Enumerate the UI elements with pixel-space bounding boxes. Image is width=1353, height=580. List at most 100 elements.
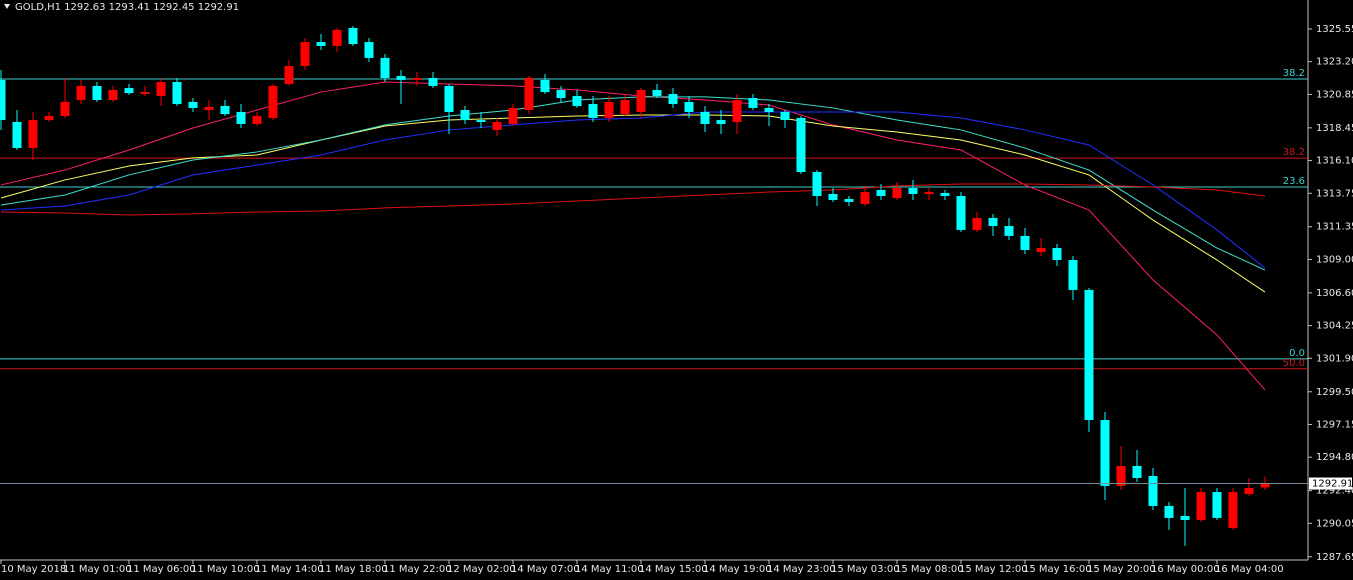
moving-average	[0, 111, 1266, 269]
candle-body	[1036, 248, 1046, 252]
y-tick-label: 1311.35	[1316, 222, 1353, 233]
candle-body	[940, 193, 950, 196]
x-tick-label: 11 May 18:00	[319, 564, 388, 575]
y-tick-label: 1297.15	[1316, 419, 1353, 430]
candle-body	[268, 85, 278, 118]
candle-body	[124, 88, 134, 94]
candle-body	[716, 120, 726, 124]
candle-body	[1004, 226, 1014, 236]
candle-body	[76, 85, 86, 100]
candle-body	[732, 99, 742, 122]
y-tick-label: 1290.05	[1316, 518, 1353, 529]
candle-body	[924, 192, 934, 195]
x-tick-label: 14 May 15:00	[639, 564, 708, 575]
candle-body	[60, 101, 70, 117]
candle-body	[252, 116, 262, 124]
level-label: 50.0	[1283, 358, 1305, 369]
x-tick-label: 10 May 2018	[1, 564, 66, 575]
candle-body	[44, 116, 54, 121]
y-tick-label: 1313.75	[1316, 188, 1353, 199]
candle-body	[140, 92, 150, 95]
candle-body	[1068, 260, 1078, 290]
candle-body	[492, 121, 502, 130]
candle-body	[444, 85, 454, 112]
x-tick-label: 15 May 12:00	[959, 564, 1028, 575]
candle-body	[1148, 476, 1158, 506]
current-price-box	[1309, 477, 1352, 490]
candle-body	[1260, 483, 1270, 488]
candle-body	[1196, 492, 1206, 521]
candle-body	[396, 76, 406, 80]
candle-body	[476, 120, 486, 122]
candle-body	[1116, 465, 1126, 486]
candle-body	[1100, 420, 1110, 486]
y-tick-label: 1299.50	[1316, 387, 1353, 398]
x-tick-label: 11 May 22:00	[383, 564, 452, 575]
candle-body	[460, 110, 470, 121]
candle-body	[300, 42, 310, 67]
candle-body	[1228, 492, 1238, 528]
y-tick-label: 1323.20	[1316, 57, 1353, 68]
candle-body	[652, 89, 662, 96]
candle-body	[508, 107, 518, 124]
candle-body	[380, 57, 390, 78]
menu-arrow[interactable]	[4, 4, 10, 9]
candle-body	[236, 111, 246, 124]
candle-body	[0, 79, 6, 121]
x-tick-label: 14 May 07:00	[511, 564, 580, 575]
candle-body	[876, 189, 886, 196]
candle-body	[540, 79, 550, 93]
candle-body	[604, 101, 614, 118]
candle-body	[1244, 487, 1254, 494]
candle-body	[796, 117, 806, 172]
y-tick-label: 1287.65	[1316, 552, 1353, 563]
y-tick-label: 1320.85	[1316, 89, 1353, 100]
level-label: 38.2	[1283, 68, 1305, 79]
candle-body	[908, 188, 918, 195]
candle-body	[572, 95, 582, 106]
candle-body	[972, 217, 982, 230]
candle-body	[524, 77, 534, 111]
candle-body	[332, 29, 342, 46]
candle-body	[1084, 289, 1094, 421]
candle-body	[28, 120, 38, 149]
candle-body	[892, 188, 902, 199]
x-tick-label: 15 May 03:00	[831, 564, 900, 575]
y-tick-label: 1309.00	[1316, 254, 1353, 265]
y-tick-label: 1316.10	[1316, 156, 1353, 167]
current-price-label: 1292.91	[1312, 479, 1353, 490]
x-tick-label: 14 May 19:00	[703, 564, 772, 575]
y-tick-label: 1301.90	[1316, 353, 1353, 364]
candle-body	[588, 104, 598, 118]
y-tick-label: 1325.55	[1316, 24, 1353, 35]
x-tick-label: 11 May 01:00	[63, 564, 132, 575]
level-label: 23.6	[1283, 176, 1305, 187]
candle-body	[220, 105, 230, 115]
candle-body	[636, 89, 646, 112]
candle-body	[828, 194, 838, 200]
x-tick-label: 11 May 14:00	[255, 564, 324, 575]
candle-body	[668, 94, 678, 105]
candle-body	[988, 217, 998, 227]
candle-body	[428, 77, 438, 86]
candle-body	[748, 98, 758, 108]
x-tick-label: 12 May 02:00	[447, 564, 516, 575]
candle-body	[556, 89, 566, 99]
candle-body	[860, 192, 870, 205]
candle-body	[1180, 515, 1190, 521]
candle-body	[620, 99, 630, 115]
y-tick-label: 1292.40	[1316, 486, 1353, 497]
moving-average	[0, 183, 1266, 216]
candle-body	[812, 171, 822, 196]
candle-body	[172, 82, 182, 105]
candle-body	[108, 89, 118, 100]
x-tick-label: 11 May 10:00	[191, 564, 260, 575]
x-tick-label: 14 May 11:00	[575, 564, 644, 575]
candle-body	[412, 77, 422, 80]
chart-header: GOLD,H1 1292.63 1293.41 1292.45 1292.91	[15, 2, 239, 13]
x-tick-label: 15 May 16:00	[1023, 564, 1092, 575]
y-tick-label: 1306.60	[1316, 288, 1353, 299]
candle-body	[92, 85, 102, 100]
x-tick-label: 15 May 08:00	[895, 564, 964, 575]
candle-body	[780, 111, 790, 121]
